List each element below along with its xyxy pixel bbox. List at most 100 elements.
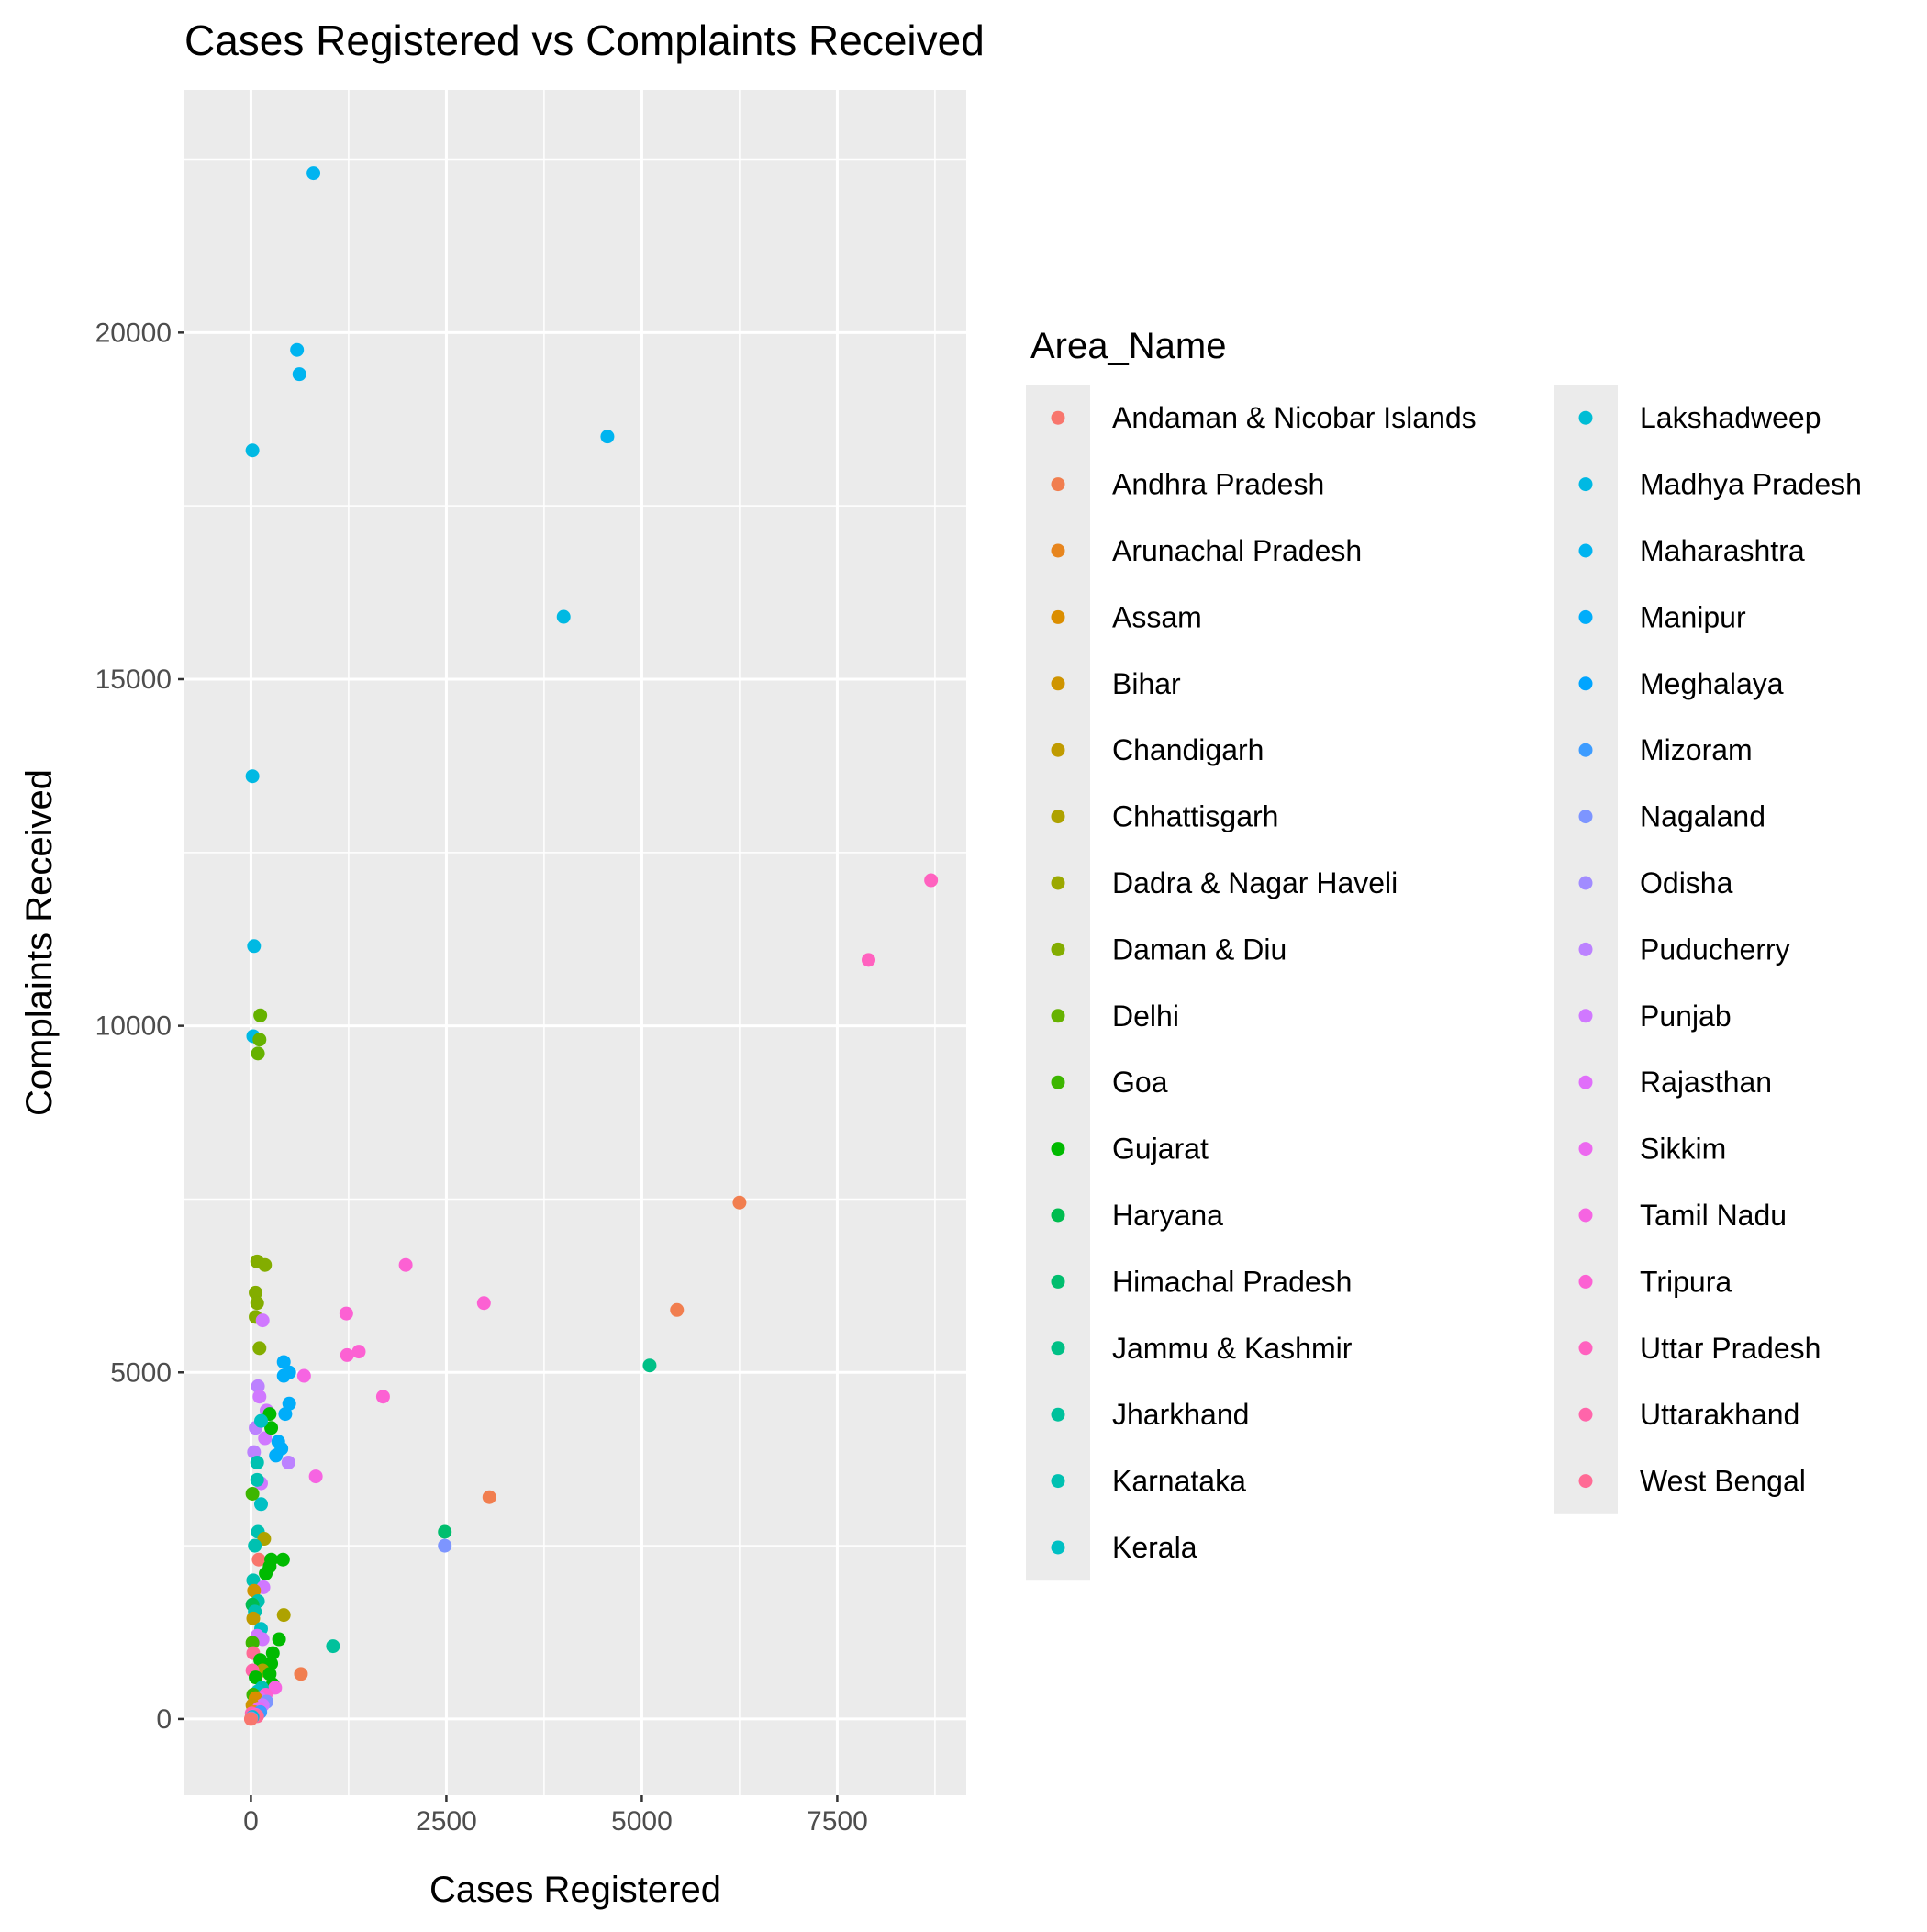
- data-point: [253, 1008, 268, 1022]
- data-point: [246, 1611, 261, 1625]
- data-point: [306, 166, 321, 181]
- data-point: [476, 1296, 491, 1311]
- y-tick-label: 10000: [95, 1011, 172, 1042]
- x-axis-label: Cases Registered: [429, 1870, 721, 1910]
- data-point: [482, 1490, 496, 1504]
- data-point: [251, 1552, 266, 1567]
- data-point: [276, 1355, 291, 1369]
- data-point: [245, 1486, 260, 1501]
- legend-key: [1578, 477, 1593, 492]
- data-point: [253, 1497, 268, 1512]
- data-point: [247, 939, 262, 954]
- data-point: [281, 1455, 295, 1469]
- data-point: [251, 1379, 265, 1393]
- data-point: [282, 1365, 296, 1379]
- legend-key: [1578, 676, 1593, 691]
- y-tick-label: 5000: [110, 1357, 172, 1388]
- chart-title: Cases Registered vs Complaints Received: [184, 17, 985, 64]
- legend-key: [1051, 1407, 1065, 1422]
- legend-key: [1578, 942, 1593, 956]
- data-point: [276, 1608, 291, 1623]
- data-point: [248, 1538, 262, 1553]
- data-point: [340, 1347, 354, 1362]
- legend-key: [1578, 876, 1593, 890]
- legend-key: [1051, 1341, 1065, 1356]
- data-point: [862, 953, 875, 967]
- legend-key: [1578, 1208, 1593, 1223]
- legend-label: Puducherry: [1640, 932, 1790, 966]
- data-point: [278, 1407, 293, 1422]
- data-point: [252, 1033, 267, 1047]
- legend-label: Daman & Diu: [1112, 932, 1287, 966]
- legend-key: [1051, 1540, 1065, 1555]
- data-point: [246, 1573, 261, 1588]
- data-point: [259, 1566, 273, 1580]
- data-point: [398, 1257, 413, 1272]
- data-point: [272, 1632, 286, 1647]
- legend-key: [1578, 1009, 1593, 1023]
- data-point: [249, 1285, 263, 1300]
- axes: 0 2500 5000 7500 0 5000 10000 15000 20000: [95, 318, 868, 1837]
- legend-key: [1578, 1407, 1593, 1422]
- data-point: [924, 873, 939, 888]
- legend-key: [1051, 1274, 1065, 1289]
- data-point: [642, 1358, 657, 1373]
- data-point: [264, 1421, 279, 1435]
- legend-key: [1051, 1208, 1065, 1223]
- legend-key: [1051, 609, 1065, 624]
- legend-label: Mizoram: [1640, 733, 1753, 766]
- data-point: [600, 430, 615, 444]
- legend-key: [1578, 1075, 1593, 1089]
- data-point: [249, 1670, 263, 1685]
- data-point: [258, 1431, 273, 1446]
- y-axis-label: Complaints Received: [19, 769, 60, 1116]
- legend-label: Manipur: [1640, 600, 1746, 633]
- legend-label: Andaman & Nicobar Islands: [1112, 401, 1476, 434]
- data-point: [269, 1448, 284, 1463]
- data-point: [250, 1472, 264, 1487]
- legend-key: [1578, 1474, 1593, 1489]
- legend-key: [1051, 1009, 1065, 1023]
- data-point: [438, 1524, 452, 1539]
- legend-label: Punjab: [1640, 1000, 1732, 1033]
- data-point: [247, 1583, 262, 1598]
- legend-label: Tamil Nadu: [1640, 1199, 1787, 1232]
- y-tick-label: 0: [156, 1704, 172, 1735]
- legend-key: [1578, 1142, 1593, 1156]
- data-point: [326, 1639, 340, 1654]
- legend-label: Uttarakhand: [1640, 1398, 1799, 1431]
- legend-key: [1578, 1274, 1593, 1289]
- legend-key: [1051, 942, 1065, 956]
- data-point: [250, 1296, 264, 1311]
- data-point: [245, 443, 260, 458]
- data-point: [253, 1653, 268, 1668]
- data-point: [255, 1313, 270, 1328]
- data-point: [258, 1257, 273, 1272]
- legend: Andaman & Nicobar Islands Andhra Pradesh A…: [1026, 385, 1862, 1581]
- data-point: [732, 1195, 747, 1210]
- legend-key: [1578, 543, 1593, 558]
- data-point: [282, 1396, 296, 1411]
- data-point: [339, 1306, 353, 1321]
- legend-label: Sikkim: [1640, 1133, 1726, 1166]
- legend-key-background: [1026, 385, 1090, 1581]
- y-tick-label: 15000: [95, 664, 172, 695]
- legend-label: Assam: [1112, 600, 1202, 633]
- legend-key: [1578, 743, 1593, 757]
- legend-key: [1051, 1474, 1065, 1489]
- legend-key: [1051, 410, 1065, 425]
- data-point: [556, 609, 571, 624]
- legend-label: Haryana: [1112, 1199, 1223, 1232]
- legend-label: Karnataka: [1112, 1465, 1246, 1498]
- data-point: [292, 367, 306, 382]
- x-tick-label: 5000: [611, 1806, 673, 1837]
- data-point: [253, 1413, 268, 1428]
- data-point: [265, 1646, 280, 1660]
- data-point: [670, 1302, 685, 1317]
- x-tick-label: 7500: [807, 1806, 868, 1837]
- legend-label: Lakshadweep: [1640, 401, 1821, 434]
- data-point: [252, 1341, 267, 1356]
- legend-label: Arunachal Pradesh: [1112, 534, 1362, 567]
- legend-label: Bihar: [1112, 667, 1181, 700]
- data-point: [375, 1390, 390, 1404]
